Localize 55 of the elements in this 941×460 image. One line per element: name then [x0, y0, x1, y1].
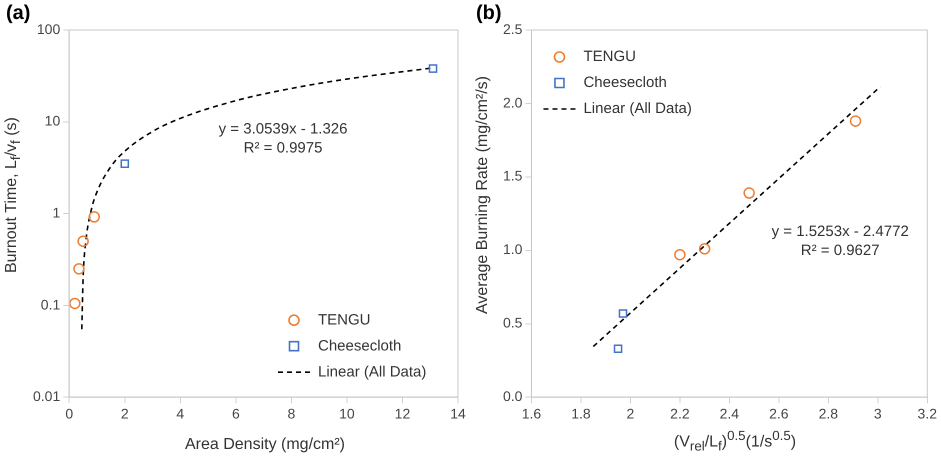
x-tick-label: 12	[394, 405, 410, 422]
point	[698, 243, 710, 255]
y-tick-label: 0.01	[33, 388, 60, 404]
chart-title: (b)	[476, 2, 502, 25]
x-tick-label: 2.6	[769, 405, 789, 422]
x-tick-label: 8	[287, 405, 296, 422]
x-tick-label: 14	[450, 405, 466, 422]
y-tick-label: 0.1	[40, 296, 60, 312]
annotation: y = 1.5253x - 2.4772	[772, 223, 909, 240]
point	[77, 235, 89, 247]
point	[73, 263, 85, 275]
y-tick-label: 0.5	[502, 314, 523, 331]
x-tick-label: 0	[65, 405, 74, 422]
point	[674, 248, 686, 260]
point	[88, 211, 100, 223]
point	[743, 187, 755, 199]
legend-label: Cheesecloth	[318, 337, 402, 354]
y-tick-label: 2.5	[502, 20, 523, 37]
x-axis-title: Area Density (mg/cm²)	[184, 436, 346, 454]
y-tick-label: 1	[52, 204, 60, 220]
y-tick-label: 0.0	[502, 388, 523, 404]
point	[618, 309, 628, 318]
x-tick-label: 2.4	[720, 405, 740, 422]
annotation: y = 3.0539x - 1.326	[218, 120, 348, 138]
x-tick-label: 1.8	[571, 405, 591, 422]
annotation: R² = 0.9975	[244, 139, 322, 156]
y-tick-label: 1.5	[502, 168, 523, 184]
y-tick-label: 2.0	[502, 94, 523, 110]
y-tick-label: 10	[44, 112, 60, 129]
point	[428, 64, 438, 73]
x-tick-label: 2	[626, 405, 635, 422]
x-tick-label: 6	[232, 405, 240, 422]
legend-label: Linear (All Data)	[318, 363, 426, 380]
legend-label: TENGU	[318, 311, 370, 328]
point	[120, 159, 130, 168]
x-tick-label: 4	[176, 405, 184, 422]
x-tick-label: 10	[339, 405, 355, 422]
point	[850, 115, 862, 127]
annotation: R² = 0.9627	[800, 242, 880, 260]
x-tick-label: 3	[874, 405, 882, 422]
x-tick-label: 3.2	[918, 405, 938, 422]
y-axis-title: Average Burning Rate (mg/cm²/s)	[474, 76, 492, 314]
text: (V$_{rel}$/L$_{f}$)$^{0.5}$(1/s$^{0.5}$)	[674, 428, 796, 454]
legend-label: Cheesecloth	[583, 74, 667, 92]
point	[69, 298, 81, 310]
chart-title: (a)	[6, 2, 30, 25]
x-tick-label: 2.2	[670, 405, 690, 422]
point	[614, 344, 622, 354]
x-tick-label: 2.8	[818, 405, 838, 422]
x-tick-label: 2	[120, 405, 129, 422]
y-tick-label: 1.0	[502, 241, 523, 258]
legend-label: Linear (All Data)	[583, 100, 692, 118]
y-tick-label: 100	[36, 20, 60, 37]
x-tick-label: 1.6	[522, 405, 542, 422]
legend-label: TENGU	[583, 48, 636, 66]
